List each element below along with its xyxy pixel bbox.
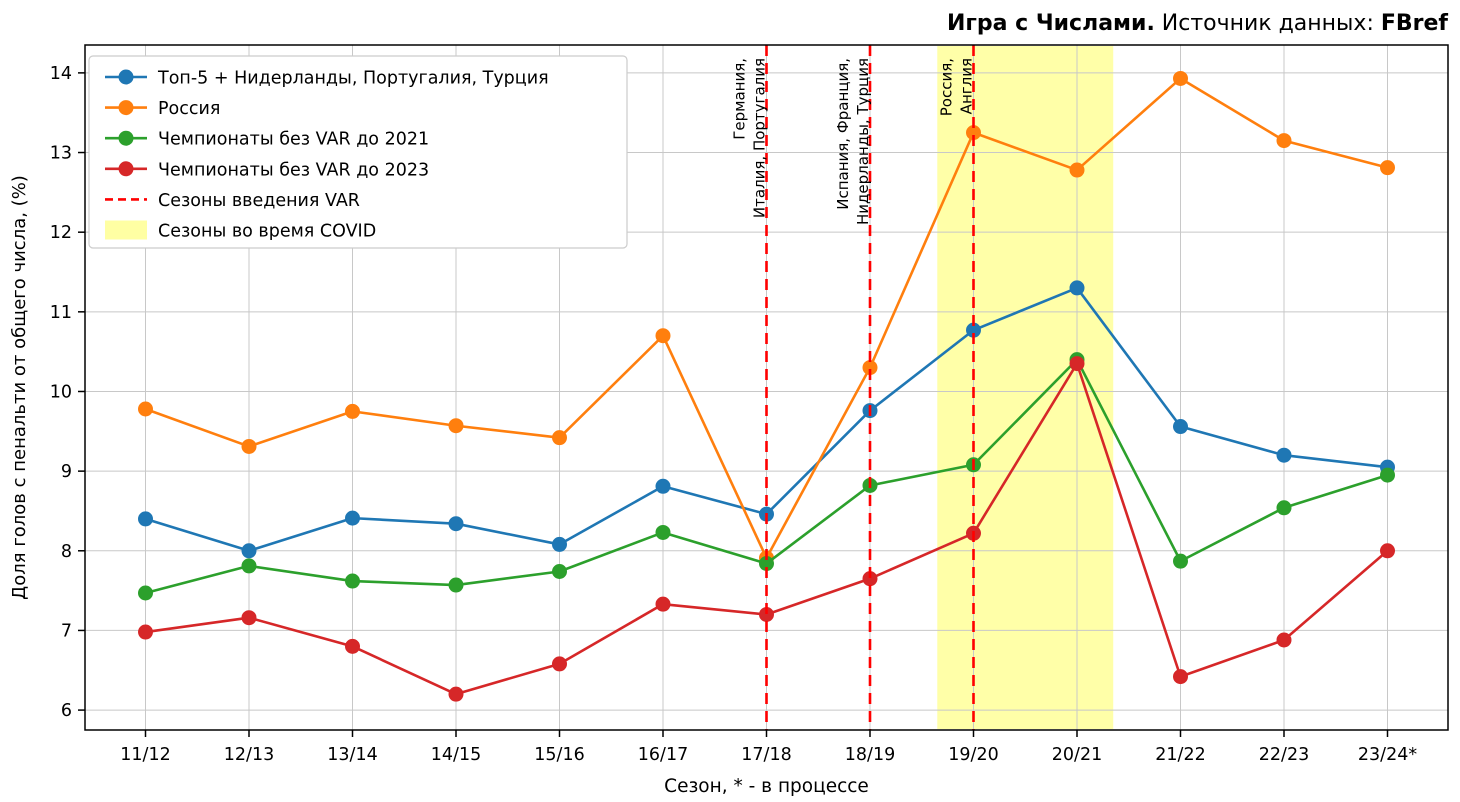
data-point <box>241 438 257 454</box>
data-point <box>448 577 464 593</box>
data-point <box>345 510 360 526</box>
var-annotation: Англия <box>958 58 976 114</box>
data-point <box>1173 553 1188 569</box>
legend-item: Сезоны во время COVID <box>105 220 376 242</box>
legend-item: Чемпионаты без VAR до 2023 <box>105 160 429 180</box>
y-tick-label: 7 <box>61 621 72 641</box>
legend-marker <box>118 130 134 146</box>
x-tick-label: 14/15 <box>431 745 481 765</box>
legend-patch <box>105 220 147 240</box>
y-axis: 6 7 8 9 10 11 12 13 14 <box>50 64 85 721</box>
data-point <box>552 563 567 579</box>
y-tick-label: 14 <box>50 64 72 84</box>
y-tick-label: 8 <box>61 542 72 562</box>
data-point <box>1173 70 1188 86</box>
x-tick-label: 18/19 <box>845 745 895 765</box>
data-point <box>552 430 567 446</box>
legend-marker <box>118 100 134 116</box>
data-point <box>345 573 360 589</box>
legend-marker <box>118 161 134 177</box>
data-point <box>552 656 567 672</box>
x-tick-label: 12/13 <box>224 745 274 765</box>
data-point <box>1380 543 1395 559</box>
data-point <box>1069 280 1085 296</box>
title-source-value: FBref <box>1381 11 1449 36</box>
legend-item: Чемпионаты без VAR до 2021 <box>105 130 429 150</box>
data-point <box>1276 500 1292 516</box>
y-tick-label: 12 <box>50 223 72 243</box>
title-source-label: Источник данных: <box>1155 11 1381 36</box>
legend-label: Чемпионаты без VAR до 2021 <box>158 130 429 150</box>
title-bold: Игра с Числами. <box>947 11 1155 36</box>
var-annotation: Нидерланды, Турция <box>854 58 872 225</box>
data-point <box>655 596 671 612</box>
legend: Топ-5 + Нидерланды, Португалия, Турция Ро… <box>88 55 628 249</box>
legend-label: Сезоны во время COVID <box>158 222 376 242</box>
data-point <box>1380 467 1395 483</box>
data-point <box>655 478 671 494</box>
legend-item: Топ-5 + Нидерланды, Португалия, Турция <box>105 69 549 89</box>
data-point <box>1380 160 1395 176</box>
x-axis-label: Сезон, * - в процессе <box>664 776 869 797</box>
data-point <box>655 328 671 344</box>
series-3 <box>138 356 1395 702</box>
data-point <box>1069 162 1085 178</box>
data-point <box>1069 356 1085 372</box>
data-point <box>345 403 360 419</box>
var-annotation: Россия, <box>938 58 956 116</box>
data-point <box>241 558 257 574</box>
x-tick-label: 19/20 <box>948 745 998 765</box>
data-point <box>241 610 257 626</box>
x-tick-label: 17/18 <box>741 745 791 765</box>
y-axis-label: Доля голов с пенальти от общего числа, (… <box>9 175 30 600</box>
data-point <box>138 585 153 601</box>
legend-label: Сезоны введения VAR <box>158 191 360 211</box>
data-point <box>345 638 360 654</box>
legend-label: Топ-5 + Нидерланды, Португалия, Турция <box>157 69 549 89</box>
var-annotation: Испания, Франция, <box>834 58 852 210</box>
var-annotation: Германия, <box>731 58 749 140</box>
x-tick-label: 16/17 <box>638 745 688 765</box>
x-tick-label: 13/14 <box>327 745 377 765</box>
x-tick-label: 15/16 <box>534 745 584 765</box>
var-annotation: Италия, Португалия <box>751 58 769 218</box>
chart-title: Игра с Числами. Источник данных: FBref <box>947 11 1448 36</box>
data-point <box>241 543 257 559</box>
data-point <box>1173 669 1188 685</box>
data-point <box>448 516 464 532</box>
legend-label: Россия <box>158 99 220 119</box>
y-tick-label: 11 <box>50 303 72 323</box>
x-tick-label: 11/12 <box>120 745 170 765</box>
data-point <box>1276 447 1292 463</box>
y-tick-label: 10 <box>50 382 72 402</box>
data-point <box>138 401 153 417</box>
legend-item: Россия <box>105 99 220 119</box>
covid-band <box>937 46 1114 729</box>
data-point <box>1276 632 1292 648</box>
data-point <box>448 686 464 702</box>
data-point <box>138 624 153 640</box>
data-point <box>552 536 567 552</box>
data-point <box>138 511 153 527</box>
data-point <box>448 418 464 434</box>
x-tick-label: 23/24* <box>1358 745 1417 765</box>
legend-label: Чемпионаты без VAR до 2023 <box>158 160 429 180</box>
x-tick-label: 22/23 <box>1259 745 1309 765</box>
y-tick-label: 9 <box>61 462 72 482</box>
x-tick-label: 20/21 <box>1052 745 1102 765</box>
x-tick-label: 21/22 <box>1155 745 1205 765</box>
data-point <box>655 524 671 540</box>
y-tick-label: 13 <box>50 144 72 164</box>
x-axis: 11/12 12/13 13/14 14/15 15/16 16/17 17/18 18/19… <box>120 730 1417 765</box>
y-tick-label: 6 <box>61 701 72 721</box>
legend-item: Сезоны введения VAR <box>105 191 360 211</box>
legend-box <box>88 55 628 249</box>
data-point <box>1173 419 1188 435</box>
plot-root: Германия, Италия, Португалия Испания, Фран… <box>9 44 1449 797</box>
legend-marker <box>118 69 134 85</box>
data-point <box>1276 133 1292 149</box>
